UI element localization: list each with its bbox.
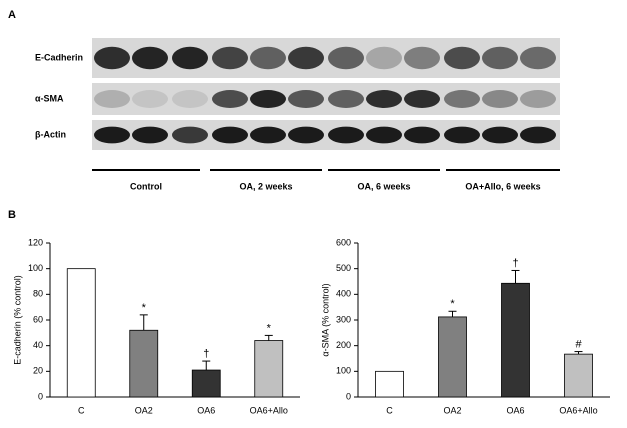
y-tick-label: 400 [336,289,351,299]
blot-band [212,126,248,144]
blot-band [520,126,556,144]
blot-band [250,46,286,70]
group-label: OA, 6 weeks [357,181,410,191]
blot-band [132,90,168,108]
blot-band [328,46,364,70]
x-tick-label: C [386,405,393,415]
group-label: OA+Allo, 6 weeks [465,181,540,191]
blot-band [94,126,130,144]
x-tick-label: OA6 [197,405,215,415]
y-tick-label: 600 [336,237,351,247]
y-tick-label: 100 [28,263,43,273]
blot-band [328,126,364,144]
error-bar [202,360,211,371]
y-tick-label: 500 [336,263,351,273]
panel-label: A [8,9,16,21]
blot-band [250,90,286,108]
x-tick-label: OA6+Allo [250,405,288,415]
x-tick-label: OA6+Allo [559,405,597,415]
blot-band [288,46,324,70]
significance-marker: † [203,348,209,360]
blot-band [444,46,480,70]
group-label: OA, 2 weeks [239,181,292,191]
blot-band [404,90,440,108]
blot-band [288,126,324,144]
blot-strip [92,83,560,115]
y-axis-label: E-cadherin (% control) [12,275,22,365]
blot-band [172,126,208,144]
blot-band [366,126,402,144]
bar [191,369,221,398]
bar [438,316,467,398]
blot-band [132,46,168,70]
bar [66,268,96,398]
error-bar [574,351,583,355]
blot-band [520,46,556,70]
blot-band [94,46,130,70]
blot-band [172,90,208,108]
blot-band [288,90,324,108]
significance-marker: # [575,338,582,350]
group-label: Control [130,181,162,191]
y-tick-label: 60 [33,314,43,324]
error-bar [139,314,148,331]
y-tick-label: 80 [33,289,43,299]
significance-marker: * [142,302,147,314]
error-bar [264,334,273,341]
blot-band [94,90,130,108]
blot-band [132,126,168,144]
y-tick-label: 120 [28,237,43,247]
y-tick-label: 300 [336,314,351,324]
x-tick-label: OA2 [443,405,461,415]
significance-marker: * [450,298,455,310]
blot-band [172,46,208,70]
bar [564,353,593,398]
blot-band [366,46,402,70]
blot-band [250,126,286,144]
error-bar [511,269,520,284]
y-tick-label: 100 [336,366,351,376]
x-tick-label: OA6 [506,405,524,415]
bar [501,282,530,398]
y-tick-label: 20 [33,366,43,376]
blot-band [482,90,518,108]
blot-band [366,90,402,108]
blot-band [444,90,480,108]
significance-marker: † [512,257,518,269]
blot-band [404,46,440,70]
blot-band [404,126,440,144]
x-tick-label: C [78,405,85,415]
error-bar [448,310,457,317]
bar [254,340,284,398]
y-axis-label: α-SMA (% control) [320,283,330,356]
blot-row-label: α-SMA [35,93,64,103]
blot-band [520,90,556,108]
blot-row-label: E-Cadherin [35,52,83,62]
y-tick-label: 0 [38,391,43,401]
blot-row-label: β-Actin [35,129,66,139]
panel-label: B [8,209,16,221]
bar [129,329,159,398]
x-tick-label: OA2 [135,405,153,415]
blot-band [212,90,248,108]
y-tick-label: 0 [346,391,351,401]
bar [375,370,404,398]
blot-band [482,126,518,144]
blot-band [328,90,364,108]
blot-band [212,46,248,70]
blot-band [444,126,480,144]
y-tick-label: 200 [336,340,351,350]
significance-marker: * [267,322,272,334]
blot-band [482,46,518,70]
y-tick-label: 40 [33,340,43,350]
